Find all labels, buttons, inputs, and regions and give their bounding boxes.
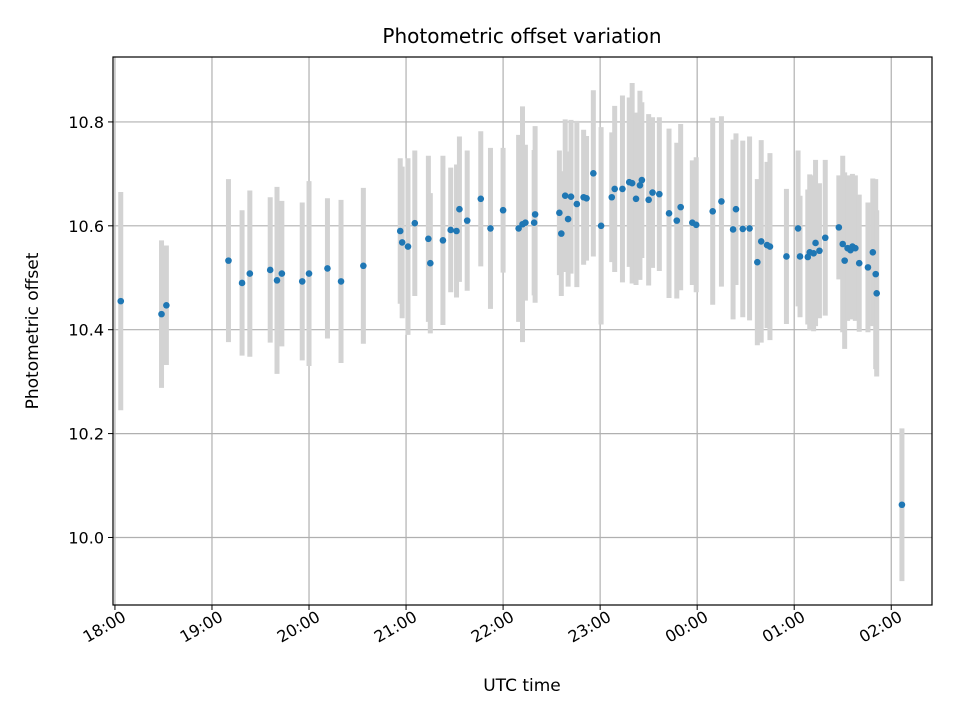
data-point	[812, 239, 819, 247]
data-point	[117, 297, 125, 305]
data-point	[531, 211, 539, 218]
data-point	[611, 185, 618, 193]
data-point	[411, 219, 419, 227]
data-point	[305, 270, 313, 277]
data-point	[810, 250, 817, 257]
data-point	[583, 194, 590, 202]
data-point	[522, 219, 529, 226]
data-point	[766, 243, 774, 250]
data-point	[456, 205, 463, 213]
data-point	[515, 225, 522, 232]
data-point	[608, 193, 616, 201]
data-point	[266, 266, 274, 274]
data-point	[873, 290, 880, 297]
data-point	[816, 247, 823, 255]
data-point	[453, 227, 460, 235]
data-point	[487, 225, 494, 232]
data-point	[746, 225, 753, 232]
data-point	[298, 278, 306, 285]
y-axis-label: Photometric offset	[23, 252, 43, 409]
y-tick-label: 10.0	[68, 528, 104, 547]
data-point	[649, 189, 656, 196]
data-point	[709, 207, 716, 215]
y-tick-label: 10.2	[68, 425, 104, 444]
data-point	[638, 176, 646, 184]
data-point	[821, 234, 829, 242]
data-point	[665, 210, 673, 217]
data-point	[783, 253, 790, 260]
data-point	[628, 179, 636, 187]
data-point	[632, 195, 640, 203]
data-point	[619, 185, 626, 193]
plot-frame	[112, 56, 933, 606]
data-point	[645, 196, 652, 204]
data-point	[869, 249, 877, 256]
data-point	[729, 226, 737, 233]
data-point	[656, 190, 663, 198]
data-point	[898, 501, 906, 509]
data-point	[597, 222, 605, 230]
data-point	[757, 238, 765, 245]
data-point	[796, 253, 804, 260]
data-point	[732, 205, 740, 213]
data-point	[561, 192, 569, 199]
data-point	[427, 259, 434, 267]
data-point	[238, 279, 246, 287]
y-axis: 10.0 10.2 10.4 10.6 10.8	[68, 113, 113, 547]
data-point	[739, 225, 747, 233]
data-point	[841, 257, 848, 264]
data-point	[677, 203, 684, 211]
data-point	[463, 217, 471, 224]
data-point	[324, 265, 331, 272]
data-point	[754, 258, 761, 266]
data-point	[852, 244, 859, 252]
y-tick-label: 10.8	[68, 113, 104, 132]
data-point	[855, 259, 863, 267]
chart-title: Photometric offset variation	[382, 24, 661, 48]
data-point	[573, 200, 581, 208]
data-point	[564, 215, 572, 223]
data-point	[872, 270, 880, 278]
data-point	[163, 301, 170, 309]
data-point	[447, 226, 454, 234]
data-point	[477, 195, 485, 203]
data-point	[692, 221, 700, 229]
data-point	[398, 239, 406, 246]
data-point	[278, 270, 286, 277]
data-point	[273, 277, 281, 284]
data-point	[404, 243, 412, 250]
y-tick-label: 10.6	[68, 217, 104, 236]
data-point	[337, 278, 345, 285]
data-point	[225, 257, 232, 264]
data-point	[590, 170, 597, 177]
data-point	[567, 193, 575, 201]
x-axis-label: UTC time	[483, 676, 561, 696]
data-point	[636, 181, 644, 189]
data-point	[835, 224, 843, 231]
data-point	[499, 206, 507, 214]
data-point	[556, 209, 563, 217]
point-layer	[117, 170, 906, 509]
data-point	[794, 225, 802, 232]
data-point	[360, 262, 367, 270]
data-point	[839, 240, 847, 248]
data-point	[439, 237, 447, 244]
y-tick-label: 10.4	[68, 321, 104, 340]
data-point	[530, 219, 538, 226]
data-point	[158, 310, 165, 318]
data-point	[673, 217, 681, 224]
data-point	[396, 227, 404, 235]
data-point	[246, 270, 254, 277]
data-point	[864, 264, 872, 271]
data-point	[425, 235, 432, 243]
data-point	[718, 198, 725, 205]
data-point	[558, 230, 565, 237]
